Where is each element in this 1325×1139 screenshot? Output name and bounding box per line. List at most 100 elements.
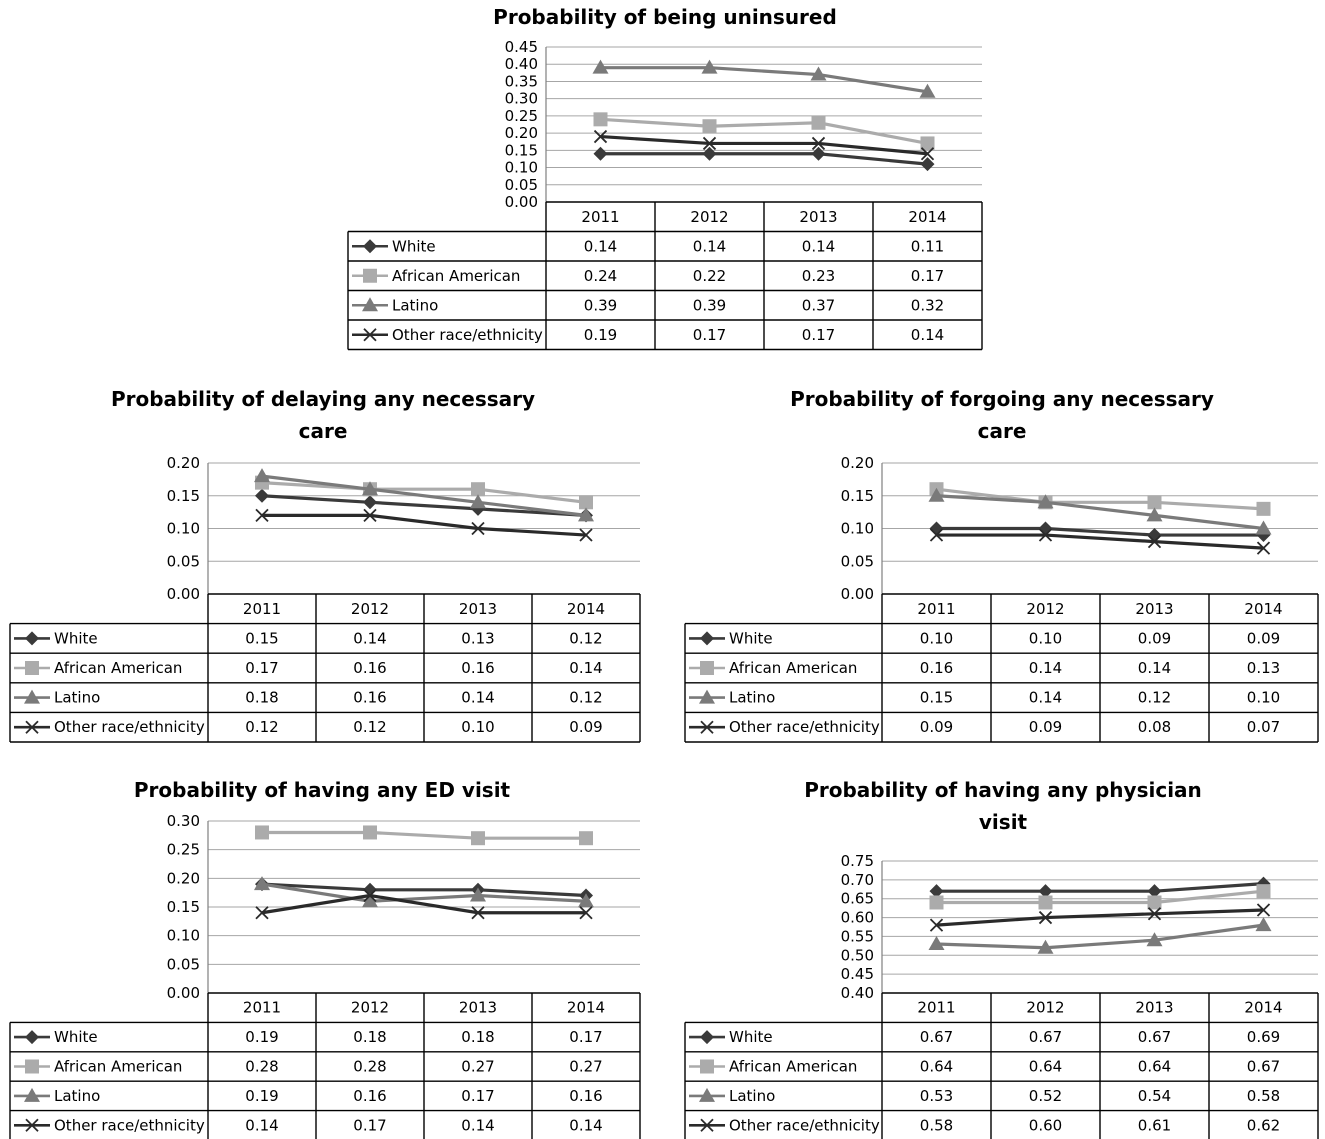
legend-label: African American (54, 1058, 182, 1076)
y-tick-label: 0.00 (841, 585, 874, 603)
data-value-cell: 0.24 (584, 267, 617, 285)
data-point-square (1147, 895, 1162, 910)
legend-marker-square (363, 268, 377, 283)
series-latino (592, 59, 936, 98)
data-point-triangle (578, 507, 594, 522)
data-table: 2011 2012 2013 2014 White 0.15 0.14 0.13 0.12 Afr… (9, 593, 641, 743)
data-point-triangle (919, 83, 936, 98)
data-value-cell: 0.14 (1029, 659, 1062, 677)
y-tick-label: 0.35 (505, 72, 538, 90)
data-point-triangle (470, 887, 486, 902)
data-point-x (255, 906, 269, 920)
data-value-cell: 0.17 (693, 326, 726, 344)
series-other-race-ethnicity (593, 129, 935, 161)
data-value-cell: 0.67 (1029, 1028, 1062, 1046)
chart-4: Probability of having any ED visit 0.00 0.… (9, 778, 641, 1139)
legend-entry-other-race-ethnicity: Other race/ethnicity (689, 1116, 880, 1134)
x-category-label: 2014 (567, 999, 605, 1017)
data-value-cell: 0.14 (569, 659, 602, 677)
data-value-cell: 0.12 (1138, 689, 1171, 707)
data-value-cell: 0.09 (1247, 629, 1280, 647)
data-point-square (579, 495, 593, 510)
data-table: 2011 2012 2013 2014 White 0.14 0.14 0.14 0.11 Afr… (347, 201, 983, 351)
data-value-cell: 0.17 (802, 326, 835, 344)
data-point-x (255, 508, 269, 523)
y-tick-label: 0.05 (841, 552, 874, 570)
series-african-american (929, 884, 1271, 910)
legend-label: White (392, 237, 436, 255)
data-value-cell: 0.52 (1029, 1087, 1062, 1105)
data-value-cell: 0.12 (245, 718, 278, 736)
data-point-diamond (929, 521, 944, 536)
legend-marker-x (25, 1118, 39, 1132)
y-tick-label: 0.20 (505, 124, 538, 142)
y-tick-label: 0.05 (505, 176, 538, 194)
x-category-label: 2013 (459, 600, 497, 618)
x-category-label: 2013 (1135, 999, 1173, 1017)
y-tick-label: 0.40 (505, 55, 538, 73)
data-point-x (593, 129, 608, 144)
data-value-cell: 0.13 (461, 629, 494, 647)
data-value-cell: 0.10 (461, 718, 494, 736)
data-value-cell: 0.16 (353, 659, 386, 677)
data-point-x (471, 521, 485, 536)
legend-label: White (729, 629, 773, 647)
y-tick-label: 0.10 (167, 927, 200, 945)
legend-entry-african-american: African American (14, 1058, 182, 1076)
legend-marker-square (25, 1059, 39, 1074)
data-point-triangle (578, 893, 594, 908)
data-point-triangle (928, 487, 945, 502)
chart-title: Probability of delaying any necessary (111, 387, 535, 411)
series-line (936, 882, 1264, 893)
data-value-cell: 0.09 (1029, 718, 1062, 736)
series-line (261, 893, 586, 915)
data-value-cell: 0.61 (1138, 1116, 1171, 1134)
legend-label: Latino (729, 1087, 775, 1105)
legend-label: White (729, 1028, 773, 1046)
data-point-diamond (1038, 884, 1053, 899)
legend-label: Latino (729, 689, 775, 707)
data-value-cell: 0.14 (569, 1116, 602, 1134)
data-point-x (471, 906, 485, 920)
data-value-cell: 0.14 (911, 326, 944, 344)
series-line (936, 889, 1264, 905)
series-white (255, 488, 593, 523)
legend-entry-other-race-ethnicity: Other race/ethnicity (14, 1116, 205, 1134)
data-point-x (702, 136, 717, 151)
data-value-cell: 0.15 (920, 689, 953, 707)
legend-label: Latino (392, 296, 438, 314)
x-category-label: 2012 (351, 999, 389, 1017)
data-point-x (579, 528, 593, 542)
legend-entry-latino: Latino (14, 1087, 100, 1105)
series-other-race-ethnicity (929, 903, 1271, 932)
series-line (936, 526, 1264, 537)
legend-label: Other race/ethnicity (729, 1116, 880, 1134)
data-point-triangle (1037, 939, 1054, 954)
data-point-square (1256, 501, 1271, 516)
data-value-cell: 0.14 (584, 237, 617, 255)
y-tick-label: 0.30 (167, 812, 200, 830)
y-tick-label: 0.00 (167, 984, 200, 1002)
data-point-x (929, 918, 944, 932)
series-latino (928, 917, 1272, 954)
legend-entry-white: White (14, 1028, 98, 1046)
y-tick-label: 0.25 (167, 841, 200, 859)
y-tick-label: 0.45 (841, 965, 874, 983)
data-value-cell: 0.17 (911, 267, 944, 285)
legend-label: African American (729, 1058, 857, 1076)
data-point-triangle (254, 876, 270, 891)
legend-marker-triangle (24, 689, 40, 704)
legend-entry-african-american: African American (14, 659, 182, 677)
chart-1: Probability of being uninsured0.000.050.… (347, 5, 983, 351)
data-value-cell: 0.16 (353, 1087, 386, 1105)
series-line (936, 908, 1264, 927)
data-point-diamond (593, 146, 608, 161)
data-point-triangle (470, 494, 486, 509)
y-tick-label: 0.15 (167, 487, 200, 505)
data-value-cell: 0.64 (1138, 1058, 1171, 1076)
x-category-label: 2012 (351, 600, 389, 618)
data-point-x (579, 906, 593, 920)
series-line (936, 923, 1264, 950)
data-value-cell: 0.15 (245, 629, 278, 647)
data-point-triangle (592, 59, 609, 74)
